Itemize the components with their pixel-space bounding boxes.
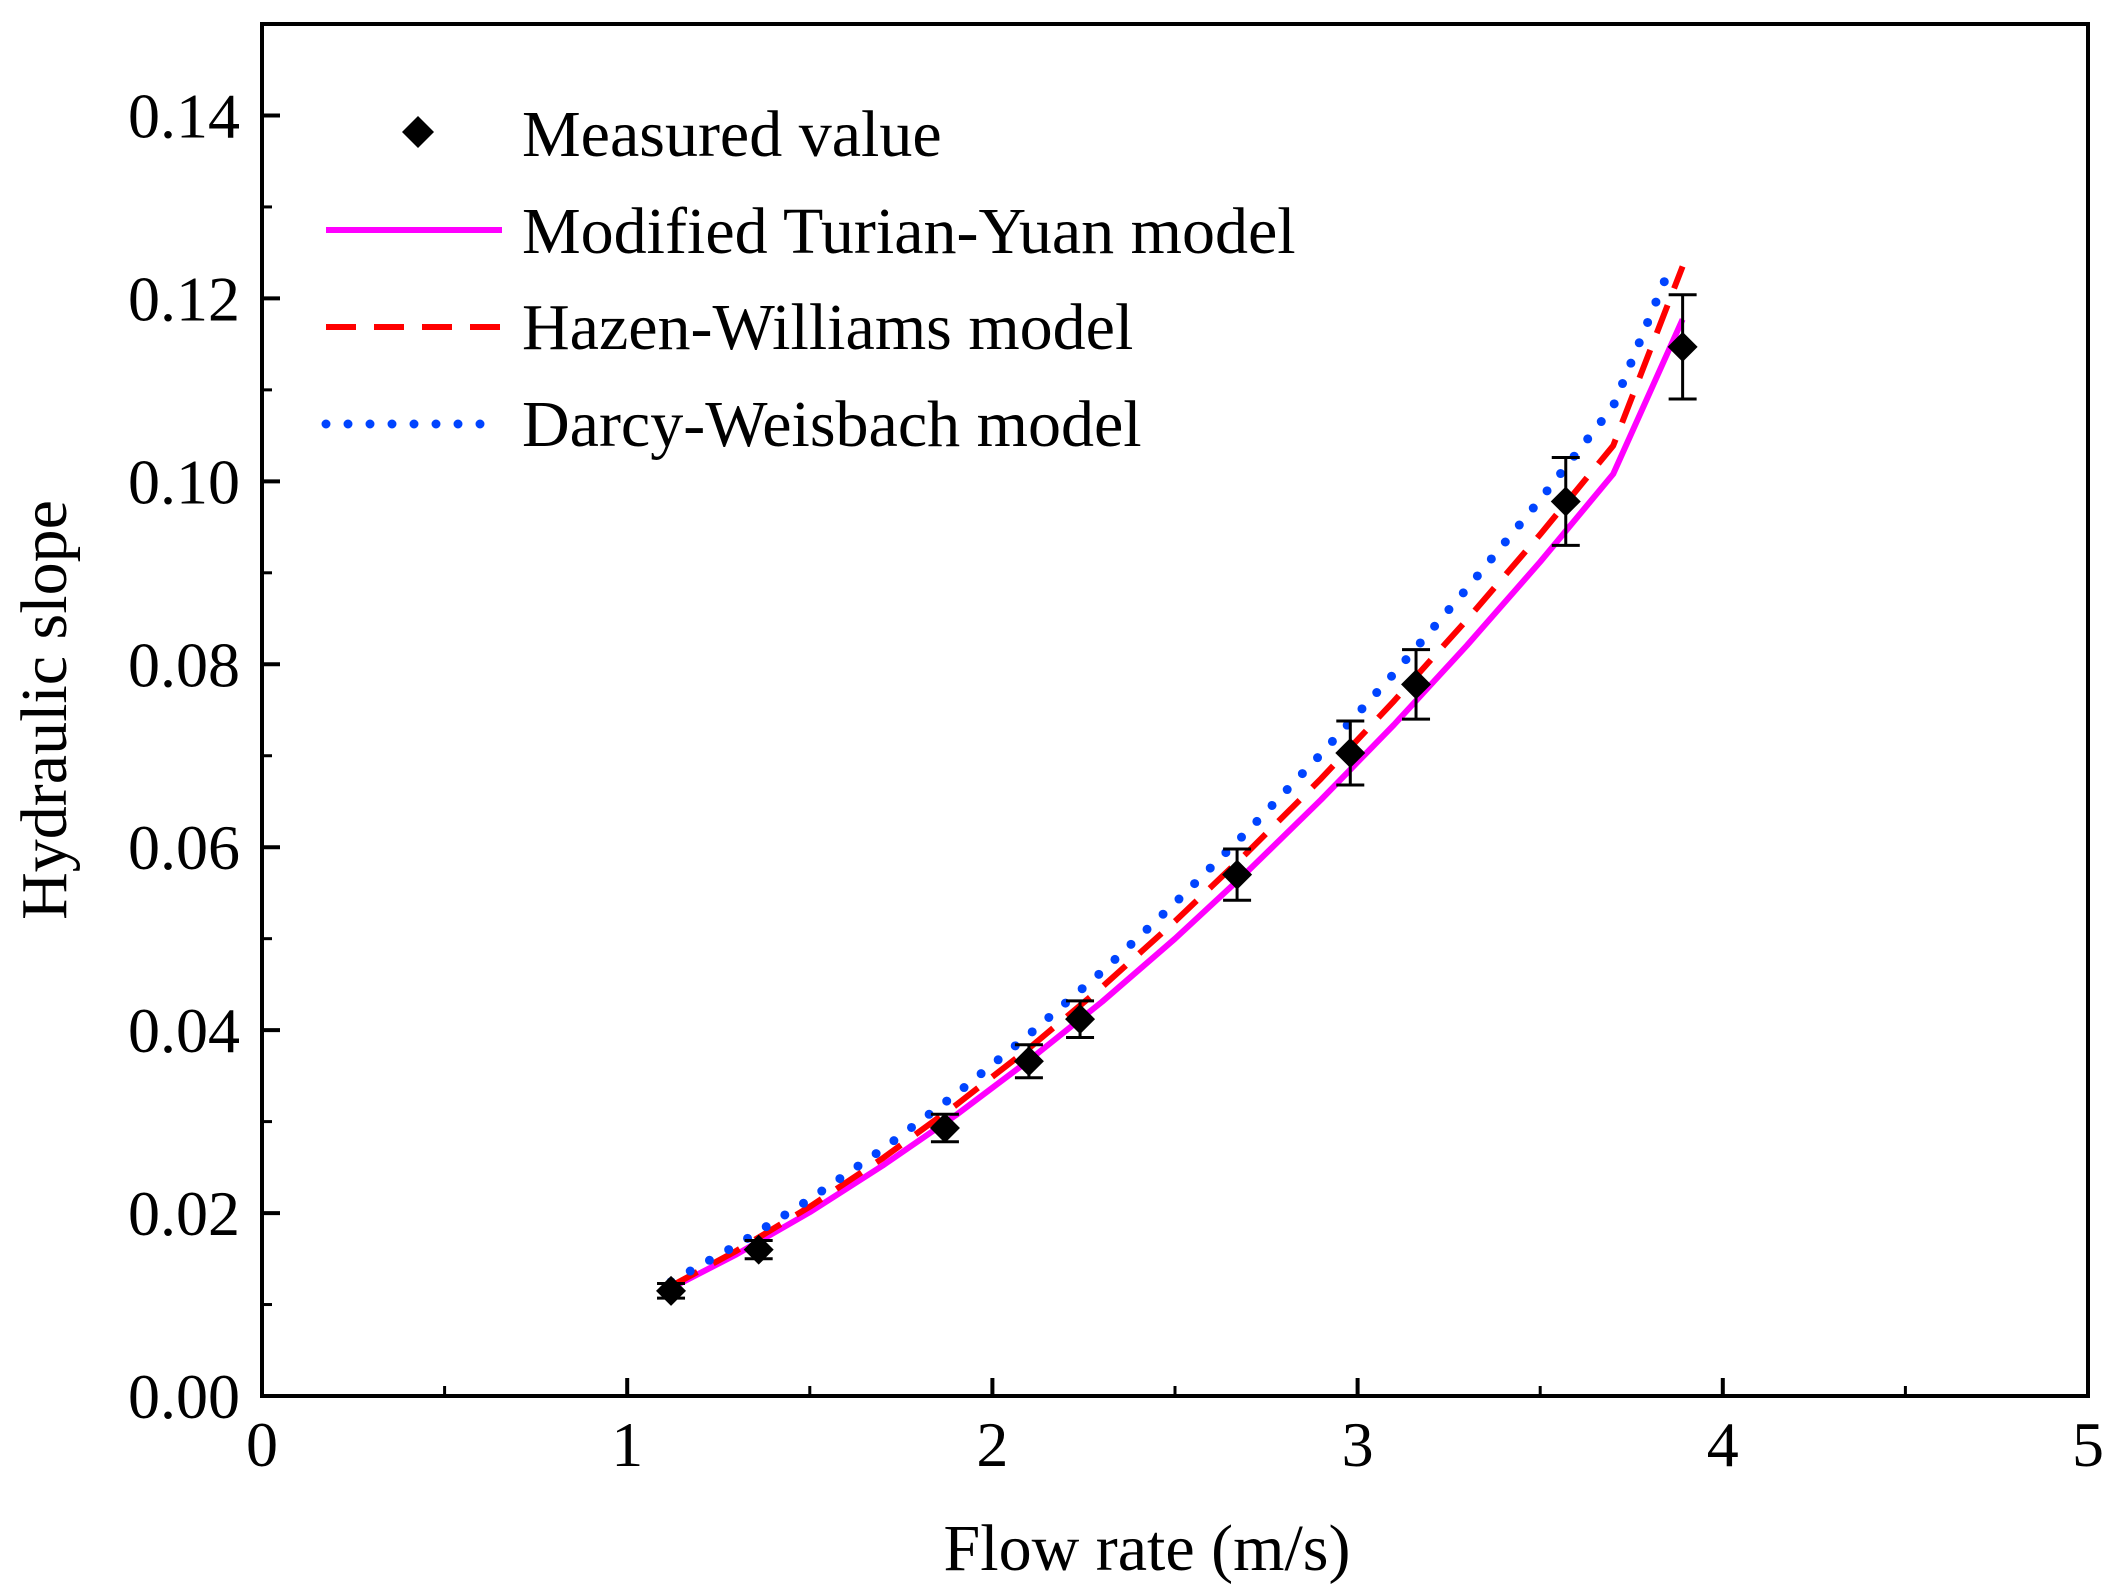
x-tick-label: 5 [2072,1409,2104,1480]
y-axis-title: Hydraulic slope [8,500,81,920]
measured-point [743,1234,774,1265]
series-line-turian [669,318,1686,1291]
legend-item-hazen: Hazen-Williams model [326,291,1133,364]
y-tick-label: 0.02 [128,1178,240,1249]
measured-marker [1667,331,1698,362]
y-tick-label: 0.14 [128,80,240,151]
measured-point [1222,847,1253,902]
legend-label-measured: Measured value [522,98,942,171]
measured-marker [656,1275,687,1306]
measured-point [1550,456,1581,547]
x-tick-label: 0 [246,1409,278,1480]
legend-item-darcy: Darcy-Weisbach model [321,388,1142,461]
measured-marker [743,1234,774,1265]
measured-point [1335,719,1366,787]
measured-layer [656,293,1698,1306]
x-tick-label: 2 [976,1409,1008,1480]
legend-marker-measured [402,116,434,148]
legend-label-hazen: Hazen-Williams model [522,291,1133,364]
x-tick-label: 4 [1707,1409,1739,1480]
measured-marker [1222,859,1253,890]
y-tick-label: 0.12 [128,263,240,334]
measured-marker [1335,737,1366,768]
series-layer [666,259,1686,1291]
y-tick-label: 0.04 [128,995,240,1066]
y-tick-label: 0.00 [128,1361,240,1432]
measured-point [929,1112,960,1144]
x-axis: 0 1 2 3 4 5 [246,1378,2104,1480]
measured-point [1013,1043,1044,1080]
measured-point [1667,293,1698,401]
x-axis-title: Flow rate (m/s) [944,1512,1351,1585]
measured-marker [1013,1046,1044,1077]
measured-marker [1401,669,1432,700]
y-tick-label: 0.08 [128,629,240,700]
measured-point [656,1275,687,1306]
legend-item-measured: Measured value [402,98,942,171]
y-tick-label: 0.06 [128,812,240,883]
legend-label-darcy: Darcy-Weisbach model [522,388,1142,461]
x-tick-label: 3 [1342,1409,1374,1480]
legend-label-turian: Modified Turian-Yuan model [522,195,1296,268]
legend: Measured value Modified Turian-Yuan mode… [321,98,1296,461]
y-axis: 0.00 0.02 0.04 0.06 0.08 0.10 0.12 0.14 [128,80,280,1432]
measured-point [1065,999,1096,1039]
legend-item-turian: Modified Turian-Yuan model [326,195,1296,268]
series-line-hazen [669,265,1686,1289]
measured-point [1401,648,1432,721]
x-tick-label: 1 [611,1409,643,1480]
measured-marker [1550,486,1581,517]
measured-marker [1065,1004,1096,1035]
y-tick-label: 0.10 [128,446,240,517]
measured-marker [929,1113,960,1144]
